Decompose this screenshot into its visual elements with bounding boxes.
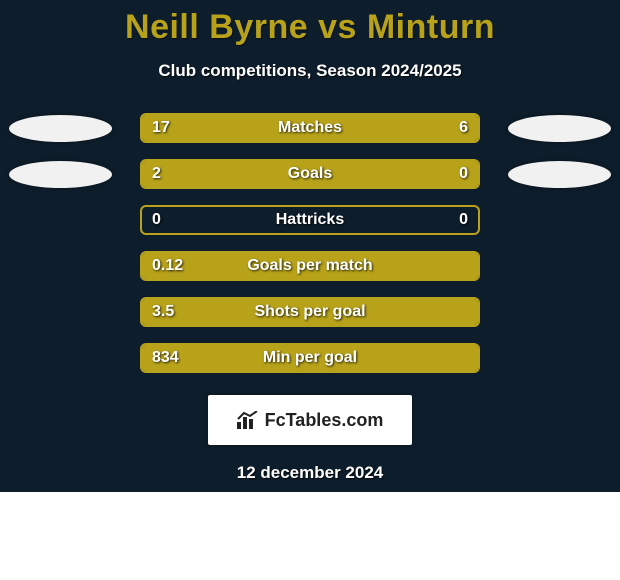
player-left-oval bbox=[9, 161, 112, 188]
stat-row: 17Matches6 bbox=[0, 113, 620, 143]
stat-value-left: 834 bbox=[152, 349, 179, 367]
fctables-logo[interactable]: FcTables.com bbox=[208, 395, 412, 445]
player-right-oval bbox=[508, 115, 611, 142]
stat-bar: 2Goals0 bbox=[140, 159, 480, 189]
bar-overlay: 3.5Shots per goal bbox=[142, 299, 478, 325]
stat-value-right: 0 bbox=[459, 165, 468, 183]
stat-bar: 0.12Goals per match bbox=[140, 251, 480, 281]
subtitle: Club competitions, Season 2024/2025 bbox=[158, 61, 461, 81]
stat-row: 0.12Goals per match bbox=[0, 251, 620, 281]
bar-overlay: 0Hattricks0 bbox=[142, 207, 478, 233]
stat-metric-label: Min per goal bbox=[142, 349, 478, 367]
stat-bar: 17Matches6 bbox=[140, 113, 480, 143]
stats-container: 17Matches62Goals00Hattricks00.12Goals pe… bbox=[0, 113, 620, 373]
logo-text: FcTables.com bbox=[265, 410, 384, 431]
stat-value-right: 0 bbox=[459, 211, 468, 229]
bar-overlay: 17Matches6 bbox=[142, 115, 478, 141]
stat-value-left: 17 bbox=[152, 119, 170, 137]
stat-value-left: 0.12 bbox=[152, 257, 183, 275]
bar-overlay: 834Min per goal bbox=[142, 345, 478, 371]
bar-overlay: 2Goals0 bbox=[142, 161, 478, 187]
stat-metric-label: Goals bbox=[142, 165, 478, 183]
stat-row: 3.5Shots per goal bbox=[0, 297, 620, 327]
stat-value-left: 0 bbox=[152, 211, 161, 229]
stat-row: 834Min per goal bbox=[0, 343, 620, 373]
comparison-card: Neill Byrne vs Minturn Club competitions… bbox=[0, 0, 620, 492]
stat-row: 2Goals0 bbox=[0, 159, 620, 189]
player-left-oval bbox=[9, 115, 112, 142]
stat-metric-label: Hattricks bbox=[142, 211, 478, 229]
page-title: Neill Byrne vs Minturn bbox=[125, 8, 495, 47]
stat-bar: 0Hattricks0 bbox=[140, 205, 480, 235]
stat-metric-label: Goals per match bbox=[142, 257, 478, 275]
stat-value-left: 2 bbox=[152, 165, 161, 183]
player-right-oval bbox=[508, 161, 611, 188]
chart-icon bbox=[237, 411, 259, 429]
stat-metric-label: Shots per goal bbox=[142, 303, 478, 321]
stat-bar: 3.5Shots per goal bbox=[140, 297, 480, 327]
stat-value-right: 6 bbox=[459, 119, 468, 137]
stat-row: 0Hattricks0 bbox=[0, 205, 620, 235]
date-text: 12 december 2024 bbox=[237, 463, 384, 483]
bar-overlay: 0.12Goals per match bbox=[142, 253, 478, 279]
stat-value-left: 3.5 bbox=[152, 303, 174, 321]
stat-metric-label: Matches bbox=[142, 119, 478, 137]
stat-bar: 834Min per goal bbox=[140, 343, 480, 373]
